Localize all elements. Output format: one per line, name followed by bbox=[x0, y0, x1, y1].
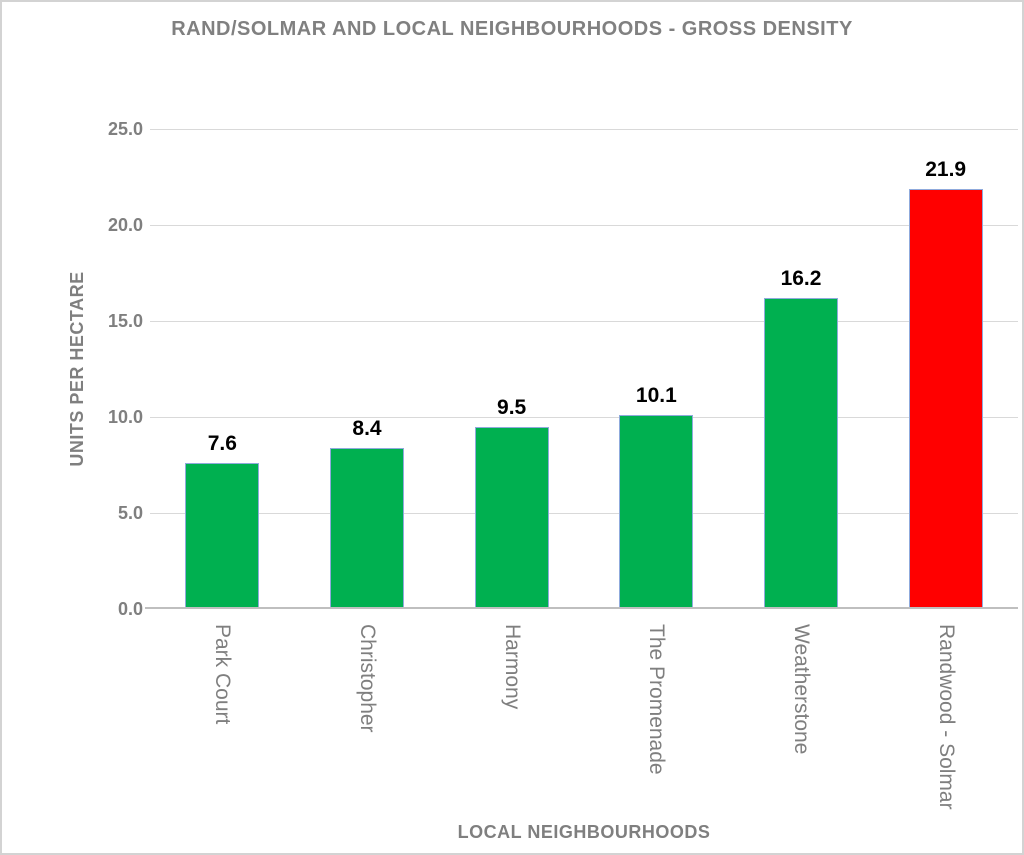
bar-value-label: 21.9 bbox=[925, 157, 967, 181]
bar-randwood-solmar bbox=[908, 188, 983, 609]
bar-value-label: 10.1 bbox=[635, 384, 677, 408]
y-axis-title: UNITS PER HECTARE bbox=[67, 271, 87, 467]
bar-harmony bbox=[474, 426, 549, 609]
y-tick-label: 5.0 bbox=[117, 503, 143, 523]
y-tick-label: 20.0 bbox=[107, 215, 143, 235]
y-tick-label: 0.0 bbox=[117, 599, 143, 619]
bar-park-court bbox=[185, 463, 260, 609]
bar-christopher bbox=[330, 447, 404, 609]
x-category-label: Weatherstone bbox=[790, 624, 813, 755]
x-category-label: Randwood - Solmar bbox=[934, 624, 958, 810]
bar-value-label: 16.2 bbox=[780, 266, 822, 290]
bar-value-label: 9.5 bbox=[497, 395, 527, 419]
x-category-label: Harmony bbox=[500, 624, 524, 710]
x-axis-title: LOCAL NEIGHBOURHOODS bbox=[457, 822, 711, 842]
x-category-label: The Promenade bbox=[645, 624, 669, 775]
bar-weatherstone bbox=[764, 297, 838, 609]
chart-title: RAND/SOLMAR AND LOCAL NEIGHBOURHOODS - G… bbox=[171, 18, 853, 40]
bar-value-label: 7.6 bbox=[207, 432, 237, 456]
plot-area: 7.6 8.4 9.5 10.1 16.2 21.9 bbox=[145, 128, 1018, 609]
gridline bbox=[150, 320, 1018, 322]
bar-value-label: 8.4 bbox=[352, 416, 382, 440]
y-tick-label: 15.0 bbox=[107, 311, 143, 331]
x-category-label: Park Court bbox=[211, 624, 235, 725]
bar-the-promenade bbox=[619, 415, 694, 609]
gridline bbox=[150, 416, 1018, 418]
y-tick-label: 25.0 bbox=[107, 119, 143, 139]
gridline bbox=[150, 224, 1018, 226]
x-category-label: Christopher bbox=[356, 624, 379, 733]
y-tick-label: 10.0 bbox=[107, 407, 143, 427]
gridline bbox=[150, 128, 1018, 130]
gridline bbox=[150, 512, 1018, 514]
x-axis-line bbox=[145, 607, 1018, 609]
